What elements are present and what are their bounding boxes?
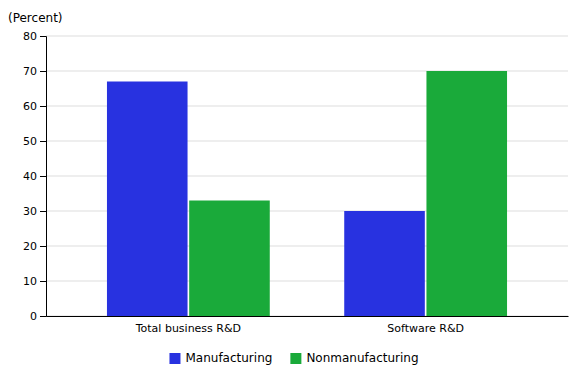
legend-label: Nonmanufacturing (306, 351, 418, 365)
y-tick: 60 (23, 100, 46, 113)
x-axis: Total business R&D Software R&D (47, 317, 569, 335)
y-tick-label: 0 (30, 310, 37, 323)
y-tick-mark (40, 176, 46, 177)
y-tick: 80 (23, 30, 46, 43)
y-tick: 0 (30, 310, 46, 323)
x-tick-label: Total business R&D (135, 322, 241, 335)
grid-line (46, 36, 568, 37)
y-tick-mark (40, 36, 46, 37)
y-tick-label: 10 (23, 275, 37, 288)
chart: 0 10 20 30 40 50 60 70 80 Total business R&D Softw… (0, 0, 588, 380)
y-tick-label: 40 (23, 170, 37, 183)
y-tick-label: 70 (23, 65, 37, 78)
y-tick-mark (40, 246, 46, 247)
legend-label: Manufacturing (185, 351, 272, 365)
y-tick-label: 60 (23, 100, 37, 113)
y-tick-mark (40, 316, 46, 317)
legend: Manufacturing Nonmanufacturing (169, 351, 418, 365)
y-tick-mark (40, 211, 46, 212)
y-tick: 30 (23, 205, 46, 218)
y-tick-mark (40, 281, 46, 282)
y-tick: 40 (23, 170, 46, 183)
y-tick: 20 (23, 240, 46, 253)
bar (107, 82, 188, 317)
y-tick-label: 30 (23, 205, 37, 218)
y-tick: 70 (23, 65, 46, 78)
legend-item: Manufacturing (169, 351, 272, 365)
y-tick: 10 (23, 275, 46, 288)
x-tick: Total business R&D (135, 322, 241, 335)
x-axis-line (47, 316, 569, 317)
y-axis-label: (Percent) (8, 11, 63, 25)
bars (107, 71, 507, 316)
x-tick-label: Software R&D (387, 322, 464, 335)
x-tick: Software R&D (387, 322, 464, 335)
legend-swatch (169, 353, 180, 364)
y-tick-label: 80 (23, 30, 37, 43)
y-tick-label: 50 (23, 135, 37, 148)
y-axis-line (40, 37, 47, 317)
y-tick-mark (40, 141, 46, 142)
grid (46, 36, 568, 316)
y-tick-mark (40, 71, 46, 72)
bar (426, 71, 507, 316)
bar (189, 201, 270, 317)
plot: 0 10 20 30 40 50 60 70 80 Total business R&D Softw… (23, 30, 569, 335)
bar (344, 211, 425, 316)
legend-item: Nonmanufacturing (290, 351, 418, 365)
y-tick-label: 20 (23, 240, 37, 253)
legend-swatch (290, 353, 301, 364)
y-tick: 50 (23, 135, 46, 148)
y-tick-mark (40, 106, 46, 107)
y-axis: 0 10 20 30 40 50 60 70 80 (23, 30, 47, 323)
